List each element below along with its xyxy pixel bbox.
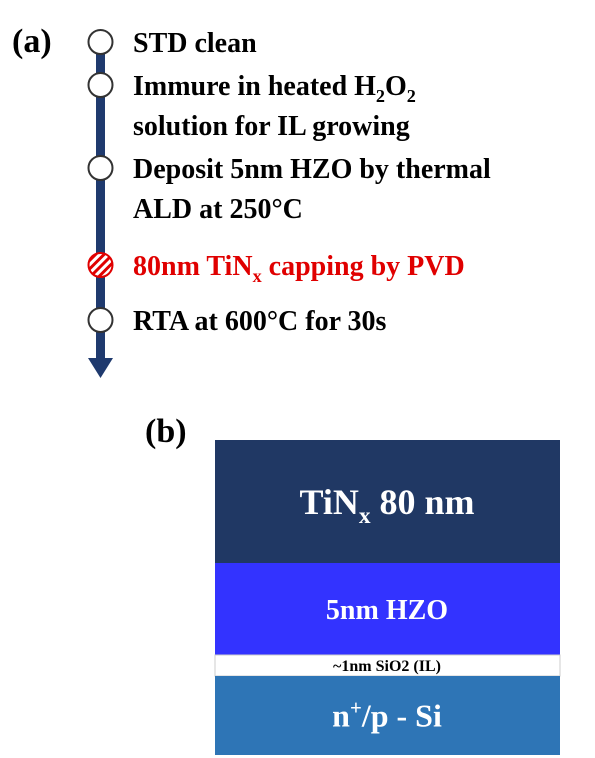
text-segment: RTA at 600°C for 30s [133, 306, 386, 337]
step-marker [87, 155, 114, 181]
text-segment: 5nm HZO [326, 595, 448, 626]
step-marker [87, 29, 114, 55]
step-marker [87, 307, 114, 333]
text-segment: O [385, 71, 407, 102]
step-text: RTA at 600°C for 30s [133, 306, 386, 337]
text-segment: 80 nm [371, 482, 475, 522]
step-marker [87, 252, 114, 278]
text-segment: TiN [299, 482, 358, 522]
script-text: 2 [407, 86, 416, 106]
step-text: STD clean [133, 28, 257, 59]
layer [215, 676, 560, 755]
script-text: 2 [376, 86, 385, 106]
text-segment: Immure in heated H [133, 71, 376, 102]
script-text: + [350, 697, 362, 720]
text-segment: ~1nm SiO2 (IL) [333, 658, 441, 675]
step-text: Deposit 5nm HZO by thermal [133, 154, 491, 185]
panel-label: (a) [12, 23, 52, 60]
text-segment: /p - Si [361, 698, 442, 734]
layer-label: ~1nm SiO2 (IL) [333, 658, 441, 675]
layer-label: TiNx 80 nm [299, 482, 474, 529]
panel-label: (b) [145, 413, 187, 450]
step-text: Immure in heated H2O2 [133, 71, 416, 106]
step-marker [87, 72, 114, 98]
text-segment: 80nm TiN [133, 251, 253, 282]
layer-label: n+/p - Si [332, 697, 442, 734]
step-text: solution for IL growing [133, 111, 410, 142]
script-text: x [359, 503, 371, 529]
step-text: 80nm TiNx capping by PVD [133, 251, 465, 286]
text-segment: Deposit 5nm HZO by thermal [133, 154, 491, 185]
step-text: ALD at 250°C [133, 194, 303, 225]
text-segment: n [332, 698, 350, 734]
text-segment: capping by PVD [262, 251, 465, 282]
text-segment: ALD at 250°C [133, 194, 303, 225]
layer [215, 563, 560, 655]
text-segment: STD clean [133, 28, 257, 59]
layer [215, 440, 560, 563]
flow-bar [96, 42, 105, 360]
script-text: x [253, 266, 262, 286]
text-segment: solution for IL growing [133, 111, 410, 142]
flow-arrow [88, 358, 113, 378]
layer-label: 5nm HZO [326, 595, 448, 626]
